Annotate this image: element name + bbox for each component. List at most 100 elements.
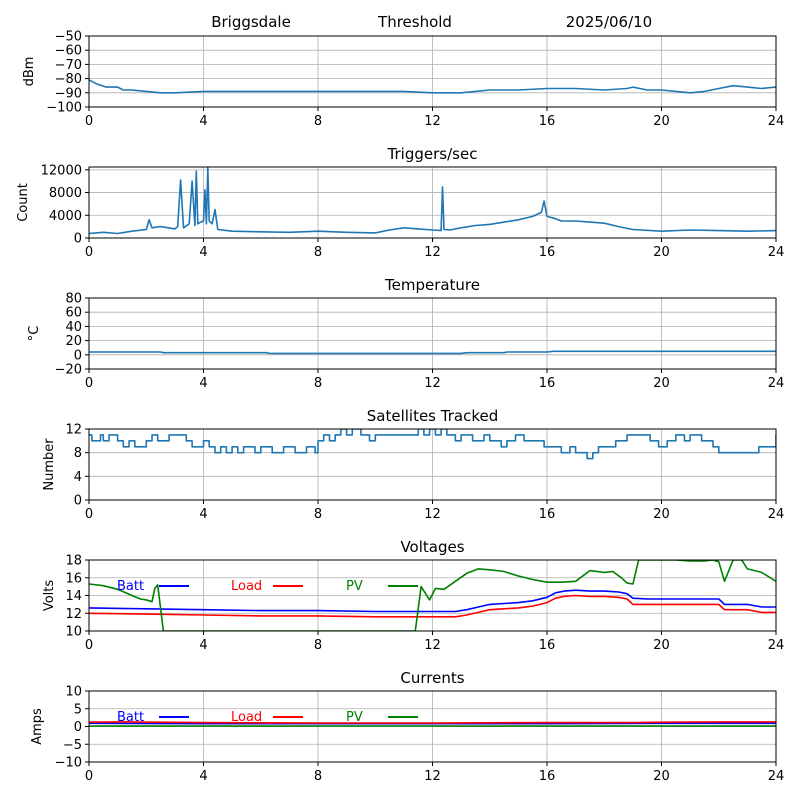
x-tick-label: 24 xyxy=(768,638,785,653)
legend-label-load: Load xyxy=(231,579,262,594)
grid-lines xyxy=(88,35,777,108)
series-line xyxy=(89,350,776,355)
x-tick-label: 0 xyxy=(85,245,93,260)
x-tick-label: 12 xyxy=(424,376,441,391)
y-tick-label: −10 xyxy=(55,756,82,771)
x-tick-label: 24 xyxy=(768,507,785,522)
y-tick-label: 12000 xyxy=(41,163,82,178)
grid-lines xyxy=(88,428,777,501)
x-tick-label: 8 xyxy=(314,507,322,522)
y-tick-label: −50 xyxy=(55,30,82,45)
y-axis-label: Amps xyxy=(30,708,45,745)
x-tick-label: 0 xyxy=(85,638,93,653)
x-tick-label: 4 xyxy=(199,245,207,260)
chart-title: Currents xyxy=(400,669,464,687)
x-tick-label: 12 xyxy=(424,245,441,260)
x-tick-label: 4 xyxy=(199,507,207,522)
series-line-batt xyxy=(89,589,776,613)
x-tick-label: 16 xyxy=(539,507,556,522)
y-tick-label: 10 xyxy=(65,625,82,640)
x-tick-label: 8 xyxy=(314,114,322,129)
y-axis-label: dBm xyxy=(22,57,37,87)
x-tick-label: 8 xyxy=(314,376,322,391)
chart-title: Satellites Tracked xyxy=(367,407,498,425)
y-tick-label: 0 xyxy=(74,494,82,509)
header-label: Threshold xyxy=(377,13,452,31)
x-tick-label: 4 xyxy=(199,769,207,784)
y-tick-label: 8000 xyxy=(49,186,82,201)
x-tick-label: 16 xyxy=(539,638,556,653)
y-tick-label: 16 xyxy=(65,571,82,586)
chart-currents: 0 4 8 12 16 20 24 −10 −5 0 5 10 Currents Amps Batt Load… xyxy=(30,669,784,784)
x-tick-label: 12 xyxy=(424,114,441,129)
y-tick-label: 14 xyxy=(65,589,82,604)
legend-label-pv: PV xyxy=(346,579,363,594)
x-tick-label: 0 xyxy=(85,769,93,784)
x-tick-label: 0 xyxy=(85,114,93,129)
x-tick-label: 24 xyxy=(768,769,785,784)
y-tick-label: 4 xyxy=(74,470,82,485)
y-tick-label: −80 xyxy=(55,72,82,87)
x-tick-label: 16 xyxy=(539,114,556,129)
x-tick-label: 0 xyxy=(85,376,93,391)
x-tick-label: 16 xyxy=(539,245,556,260)
y-tick-label: −60 xyxy=(55,44,82,59)
chart-title: Voltages xyxy=(400,538,464,556)
y-tick-label: −90 xyxy=(55,86,82,101)
y-axis-label: Count xyxy=(16,183,31,222)
x-tick-label: 4 xyxy=(199,114,207,129)
y-tick-label: 4000 xyxy=(49,209,82,224)
series-line-load xyxy=(89,594,776,618)
y-tick-label: 12 xyxy=(65,423,82,438)
legend-label-load: Load xyxy=(231,710,262,725)
x-tick-label: 12 xyxy=(424,769,441,784)
series-line xyxy=(89,167,776,235)
y-tick-label: 5 xyxy=(74,702,82,717)
legend: Batt Load PV xyxy=(117,579,418,594)
legend-label-batt: Batt xyxy=(117,579,144,594)
y-tick-label: 80 xyxy=(65,292,82,307)
x-tick-label: 0 xyxy=(85,507,93,522)
x-tick-label: 16 xyxy=(539,769,556,784)
x-tick-label: 16 xyxy=(539,376,556,391)
x-tick-label: 20 xyxy=(653,769,670,784)
y-tick-label: 20 xyxy=(65,334,82,349)
chart-title: Triggers/sec xyxy=(387,145,478,163)
x-tick-label: 20 xyxy=(653,114,670,129)
legend: Batt Load PV xyxy=(117,710,418,725)
series-line xyxy=(89,429,776,460)
chart-title: Temperature xyxy=(384,276,480,294)
x-tick-label: 8 xyxy=(314,245,322,260)
chart-threshold: 0 4 8 12 16 20 24 −100−90−80−70−60−50 dBm xyxy=(22,30,784,130)
x-tick-label: 20 xyxy=(653,245,670,260)
chart-triggers: 0 4 8 12 16 20 24 0 4000 8000 12000 Triggers/sec Cou… xyxy=(16,145,784,260)
x-tick-label: 20 xyxy=(653,638,670,653)
x-tick-label: 12 xyxy=(424,507,441,522)
y-tick-label: 60 xyxy=(65,306,82,321)
y-tick-label: 0 xyxy=(74,720,82,735)
x-tick-label: 8 xyxy=(314,769,322,784)
y-tick-label: −100 xyxy=(46,101,82,116)
header-date: 2025/06/10 xyxy=(566,13,652,31)
y-tick-label: 8 xyxy=(74,446,82,461)
y-axis-label: °C xyxy=(27,326,42,342)
x-tick-label: 4 xyxy=(199,376,207,391)
x-tick-label: 4 xyxy=(199,638,207,653)
series-line xyxy=(89,79,776,94)
y-axis-label: Volts xyxy=(42,580,57,612)
y-tick-label: 40 xyxy=(65,320,82,335)
grid-lines xyxy=(88,297,777,370)
x-tick-label: 24 xyxy=(768,114,785,129)
y-tick-label: −70 xyxy=(55,58,82,73)
x-tick-label: 20 xyxy=(653,376,670,391)
x-tick-label: 8 xyxy=(314,638,322,653)
x-tick-label: 24 xyxy=(768,376,785,391)
x-tick-label: 12 xyxy=(424,638,441,653)
series-line-load xyxy=(89,721,776,724)
chart-satellites: 0 4 8 12 16 20 24 0 4 8 12 Satellites Tracked Number xyxy=(42,407,784,522)
y-tick-label: 12 xyxy=(65,607,82,622)
x-tick-label: 20 xyxy=(653,507,670,522)
